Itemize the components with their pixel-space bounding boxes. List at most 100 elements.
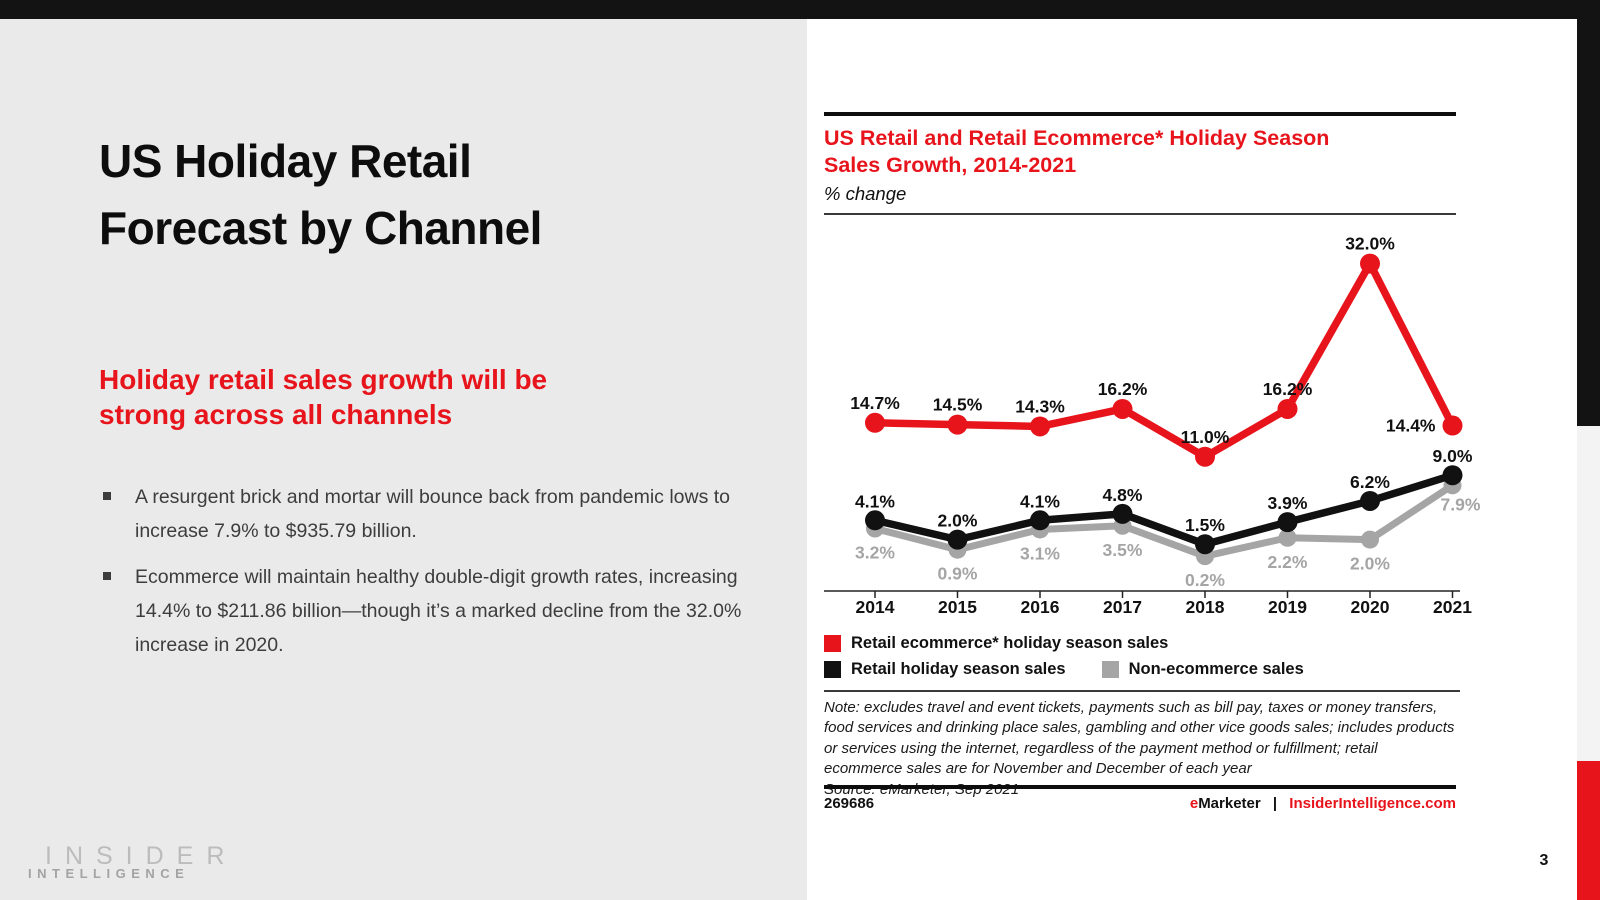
section-heading-line2: strong across all channels (99, 399, 453, 430)
brand-separator: | (1272, 795, 1278, 812)
data-label-retail-ecommerce-holiday-season-sales: 11.0% (1181, 427, 1230, 447)
chart-point-retail-holiday-season-sales (1195, 534, 1215, 555)
chart-point-retail-holiday-season-sales (1030, 510, 1050, 531)
chart-footer: 269686 eMarketer | InsiderIntelligence.c… (824, 795, 1456, 812)
chart-point-non-ecommerce-sales (1278, 528, 1297, 547)
bullet-text: A resurgent brick and mortar will bounce… (135, 486, 731, 542)
x-axis-label: 2018 (1186, 597, 1225, 617)
bullet-list: A resurgent brick and mortar will bounce… (103, 480, 743, 674)
footer-rule (824, 785, 1456, 789)
data-label-non-ecommerce-sales: 7.9% (1441, 494, 1481, 514)
chart-point-retail-ecommerce-holiday-season-sales (947, 414, 968, 435)
data-label-non-ecommerce-sales: 0.9% (938, 564, 978, 584)
legend-label: Non-ecommerce sales (1128, 660, 1304, 678)
data-label-retail-ecommerce-holiday-season-sales: 32.0% (1345, 234, 1395, 254)
x-axis-label: 2021 (1433, 597, 1472, 617)
data-label-retail-holiday-season-sales: 4.1% (855, 491, 895, 511)
legend-swatch-red (824, 635, 841, 652)
right-strip-gray (1577, 426, 1600, 761)
legend-swatch-black (824, 661, 841, 678)
list-item: A resurgent brick and mortar will bounce… (103, 480, 743, 548)
chart-source: Source: eMarketer, Sep 2021 (824, 780, 1020, 798)
x-axis-label: 2019 (1268, 597, 1307, 617)
chart-title: US Retail and Retail Ecommerce* Holiday … (824, 125, 1456, 180)
chart-legend: Retail ecommerce* holiday season sales R… (824, 634, 1474, 686)
chart-plot: 2014 2015 2016 2017 2018 2019 2020 2021 14.7% 14.… (824, 234, 1481, 617)
chart-title-line1: US Retail and Retail Ecommerce* Holiday … (824, 126, 1330, 150)
note-top-rule (824, 690, 1460, 692)
bullet-text: Ecommerce will maintain healthy double-d… (135, 566, 742, 656)
legend-item-retail-ecommerce: Retail ecommerce* holiday season sales (824, 634, 1168, 653)
data-label-non-ecommerce-sales: 2.2% (1268, 552, 1308, 572)
chart-point-non-ecommerce-sales (1361, 530, 1379, 549)
chart-note-block: Note: excludes travel and event tickets,… (824, 690, 1460, 800)
left-panel (0, 19, 807, 900)
data-label-retail-holiday-season-sales: 1.5% (1185, 515, 1225, 535)
data-label-retail-ecommerce-holiday-season-sales: 14.7% (850, 393, 900, 413)
chart-point-retail-holiday-season-sales (1112, 503, 1133, 524)
chart-note: Note: excludes travel and event tickets,… (824, 699, 1455, 778)
legend-row: Retail ecommerce* holiday season sales (824, 634, 1474, 653)
chart-point-retail-ecommerce-holiday-season-sales (865, 412, 885, 433)
chart-panel (807, 19, 1577, 900)
x-axis-label: 2015 (938, 597, 977, 617)
legend-item-non-ecommerce: Non-ecommerce sales (1101, 660, 1304, 679)
data-label-non-ecommerce-sales: 3.5% (1103, 540, 1143, 560)
slide-title: US Holiday Retail Forecast by Channel (99, 128, 759, 261)
chart-point-retail-holiday-season-sales (947, 529, 968, 550)
chart-subtitle: % change (824, 182, 907, 204)
chart-header: US Retail and Retail Ecommerce* Holiday … (824, 112, 1456, 215)
insider-intelligence-link[interactable]: InsiderIntelligence.com (1289, 795, 1456, 812)
data-label-retail-ecommerce-holiday-season-sales: 14.5% (933, 395, 983, 415)
chart-point-retail-ecommerce-holiday-season-sales (1030, 416, 1050, 437)
chart-point-retail-ecommerce-holiday-season-sales (1442, 415, 1463, 436)
chart-title-line2: Sales Growth, 2014-2021 (824, 153, 1077, 178)
chart-point-retail-holiday-season-sales (1442, 465, 1463, 486)
data-label-retail-ecommerce-holiday-season-sales: 14.4% (1386, 416, 1436, 436)
legend-label: Retail ecommerce* holiday season sales (851, 634, 1169, 652)
chart-line-retail-holiday-season-sales (874, 471, 1454, 548)
x-axis-label: 2020 (1351, 597, 1390, 617)
bullet-square-icon (103, 492, 111, 500)
legend-row: Retail holiday season sales Non-ecommerc… (824, 660, 1474, 679)
page-number: 3 (1539, 852, 1549, 869)
data-label-non-ecommerce-sales: 3.1% (1020, 543, 1060, 563)
slide-title-line2: Forecast by Channel (99, 201, 542, 254)
chart-line-retail-ecommerce-holiday-season-sales (874, 259, 1456, 461)
data-label-non-ecommerce-sales: 3.2% (855, 543, 895, 563)
chart-point-retail-holiday-season-sales (1277, 512, 1298, 533)
data-label-non-ecommerce-sales: 2.0% (1350, 554, 1390, 574)
x-axis-label: 2014 (856, 597, 895, 617)
section-heading: Holiday retail sales growth will be stro… (99, 362, 719, 432)
x-axis-label: 2017 (1103, 597, 1142, 617)
chart-point-retail-ecommerce-holiday-season-sales (1360, 253, 1380, 274)
data-label-retail-ecommerce-holiday-season-sales: 16.2% (1263, 379, 1313, 399)
chart-subtitle-rule (824, 212, 1456, 215)
data-label-retail-ecommerce-holiday-season-sales: 16.2% (1098, 379, 1148, 399)
chart-id-code: 269686 (824, 795, 875, 812)
chart-point-retail-holiday-season-sales (865, 510, 885, 531)
legend-item-retail-holiday: Retail holiday season sales (824, 660, 1066, 679)
data-label-retail-holiday-season-sales: 4.8% (1103, 485, 1143, 505)
chart-line-non-ecommerce-sales (874, 482, 1455, 560)
chart-point-retail-ecommerce-holiday-season-sales (1112, 398, 1133, 419)
data-label-retail-holiday-season-sales: 9.0% (1433, 446, 1473, 466)
chart-point-retail-ecommerce-holiday-season-sales (1195, 446, 1215, 467)
data-label-retail-holiday-season-sales: 2.0% (938, 511, 978, 531)
data-label-non-ecommerce-sales: 0.2% (1185, 570, 1225, 590)
data-label-retail-ecommerce-holiday-season-sales: 14.3% (1015, 396, 1065, 416)
data-label-retail-holiday-season-sales: 6.2% (1350, 472, 1390, 492)
bullet-square-icon (103, 572, 111, 580)
top-bar (0, 0, 1600, 19)
x-axis-label: 2016 (1021, 597, 1060, 617)
section-heading-line1: Holiday retail sales growth will be (99, 364, 548, 395)
insider-intelligence-logo-subline: INTELLIGENCE (28, 866, 190, 881)
chart-top-rule (824, 112, 1456, 116)
brand-line: eMarketer | InsiderIntelligence.com (1190, 795, 1456, 812)
right-strip-black (1577, 19, 1600, 426)
data-label-retail-holiday-season-sales: 4.1% (1020, 491, 1060, 511)
chart-point-retail-holiday-season-sales (1360, 490, 1380, 511)
data-label-retail-holiday-season-sales: 3.9% (1268, 493, 1308, 513)
legend-label: Retail holiday season sales (851, 660, 1066, 678)
